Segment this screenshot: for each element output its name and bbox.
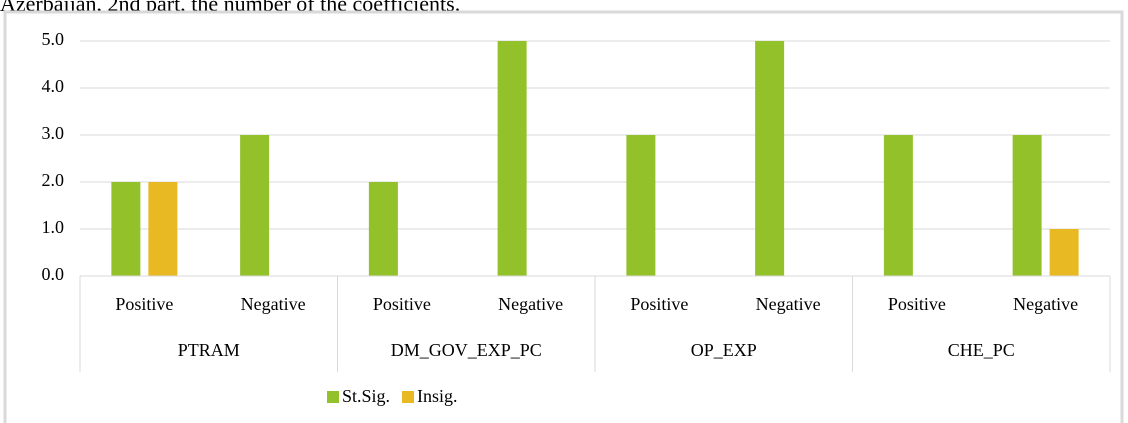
bar	[148, 182, 178, 276]
y-tick-label: 0.0	[42, 264, 65, 284]
legend-label: St.Sig.	[342, 386, 390, 406]
bar	[1012, 135, 1042, 276]
group-label: DM_GOV_EXP_PC	[391, 340, 542, 360]
bar	[755, 41, 785, 276]
chart-frame	[3, 10, 1124, 423]
y-tick-label: 5.0	[42, 29, 65, 49]
x-tick-label: Negative	[241, 294, 306, 314]
x-tick-label: Negative	[498, 294, 563, 314]
x-tick-label: Positive	[373, 294, 431, 314]
group-label: OP_EXP	[691, 340, 757, 360]
x-tick-label: Negative	[1013, 294, 1078, 314]
bar	[111, 182, 141, 276]
bar	[883, 135, 913, 276]
x-tick-label: Positive	[630, 294, 688, 314]
y-tick-label: 4.0	[42, 76, 65, 96]
bar	[368, 182, 398, 276]
bar	[240, 135, 270, 276]
legend-swatch	[327, 391, 339, 403]
group-label: PTRAM	[178, 340, 240, 360]
group-label: CHE_PC	[948, 340, 1015, 360]
x-tick-label: Positive	[115, 294, 173, 314]
bar	[626, 135, 656, 276]
y-tick-label: 2.0	[42, 170, 65, 190]
y-tick-label: 3.0	[42, 123, 65, 143]
legend-label: Insig.	[417, 386, 458, 406]
x-tick-label: Positive	[888, 294, 946, 314]
legend-swatch	[402, 391, 415, 403]
bar	[1049, 229, 1079, 276]
x-tick-label: Negative	[756, 294, 821, 314]
y-tick-label: 1.0	[42, 217, 65, 237]
bar	[497, 41, 527, 276]
